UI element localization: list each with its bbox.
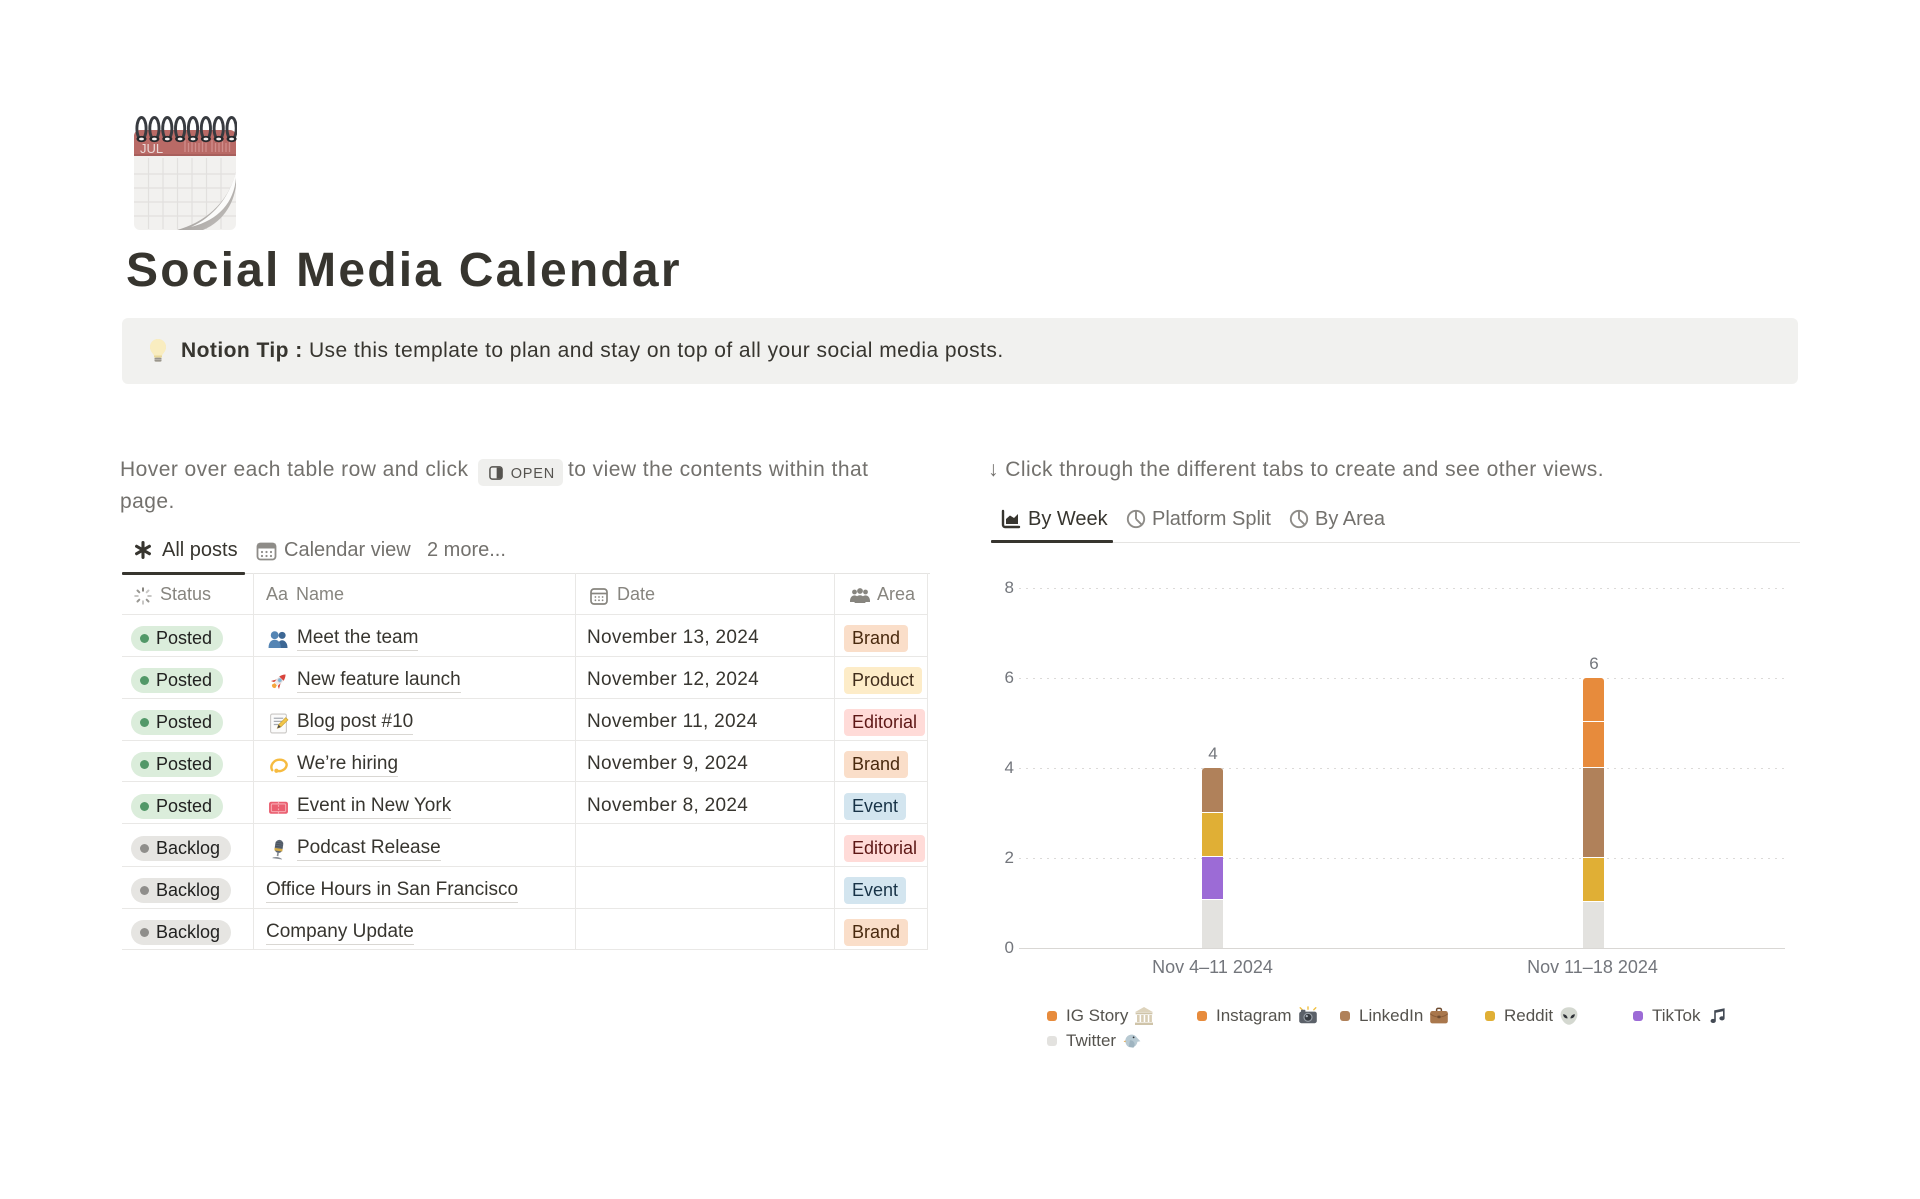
svg-text:JUL: JUL (140, 141, 163, 156)
